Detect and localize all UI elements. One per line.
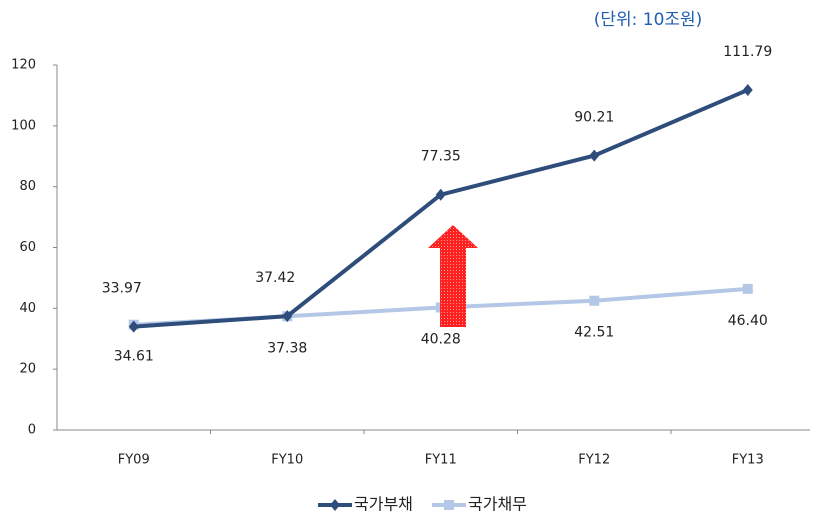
legend-label: 국가채무 (468, 495, 527, 514)
y-tick-label: 120 (11, 58, 36, 73)
data-point (589, 149, 600, 162)
data-label: 90.21 (574, 110, 614, 126)
x-tick-label: FY13 (732, 453, 764, 468)
data-label: 40.28 (421, 331, 461, 347)
x-tick-label: FY09 (118, 453, 150, 468)
arrow (428, 225, 478, 327)
x-tick-label: FY12 (578, 453, 610, 468)
y-tick-label: 100 (11, 118, 36, 133)
data-label: 34.61 (114, 349, 154, 365)
data-label: 33.97 (102, 281, 142, 297)
legend-label: 국가부채 (354, 495, 413, 514)
y-tick-label: 40 (19, 301, 36, 316)
data-label: 46.40 (728, 313, 768, 329)
data-label: 37.42 (255, 270, 295, 286)
x-tick-label: FY10 (271, 453, 303, 468)
chart-subtitle: (단위: 10조원) (594, 10, 703, 30)
legend-marker (330, 499, 340, 511)
data-label: 37.38 (267, 340, 307, 356)
data-label: 77.35 (421, 149, 461, 165)
x-tick-label: FY11 (425, 453, 457, 468)
data-point (282, 310, 293, 323)
y-tick-label: 80 (19, 179, 36, 194)
y-tick-label: 20 (19, 362, 36, 377)
data-point (435, 188, 446, 201)
data-point (742, 283, 753, 294)
data-point (589, 295, 600, 306)
data-point (128, 320, 139, 333)
data-label: 42.51 (574, 325, 614, 341)
y-tick-label: 60 (19, 240, 36, 255)
data-label: 111.79 (723, 44, 772, 60)
data-point (742, 83, 753, 96)
y-tick-label: 0 (28, 423, 36, 438)
legend-marker (444, 500, 454, 510)
